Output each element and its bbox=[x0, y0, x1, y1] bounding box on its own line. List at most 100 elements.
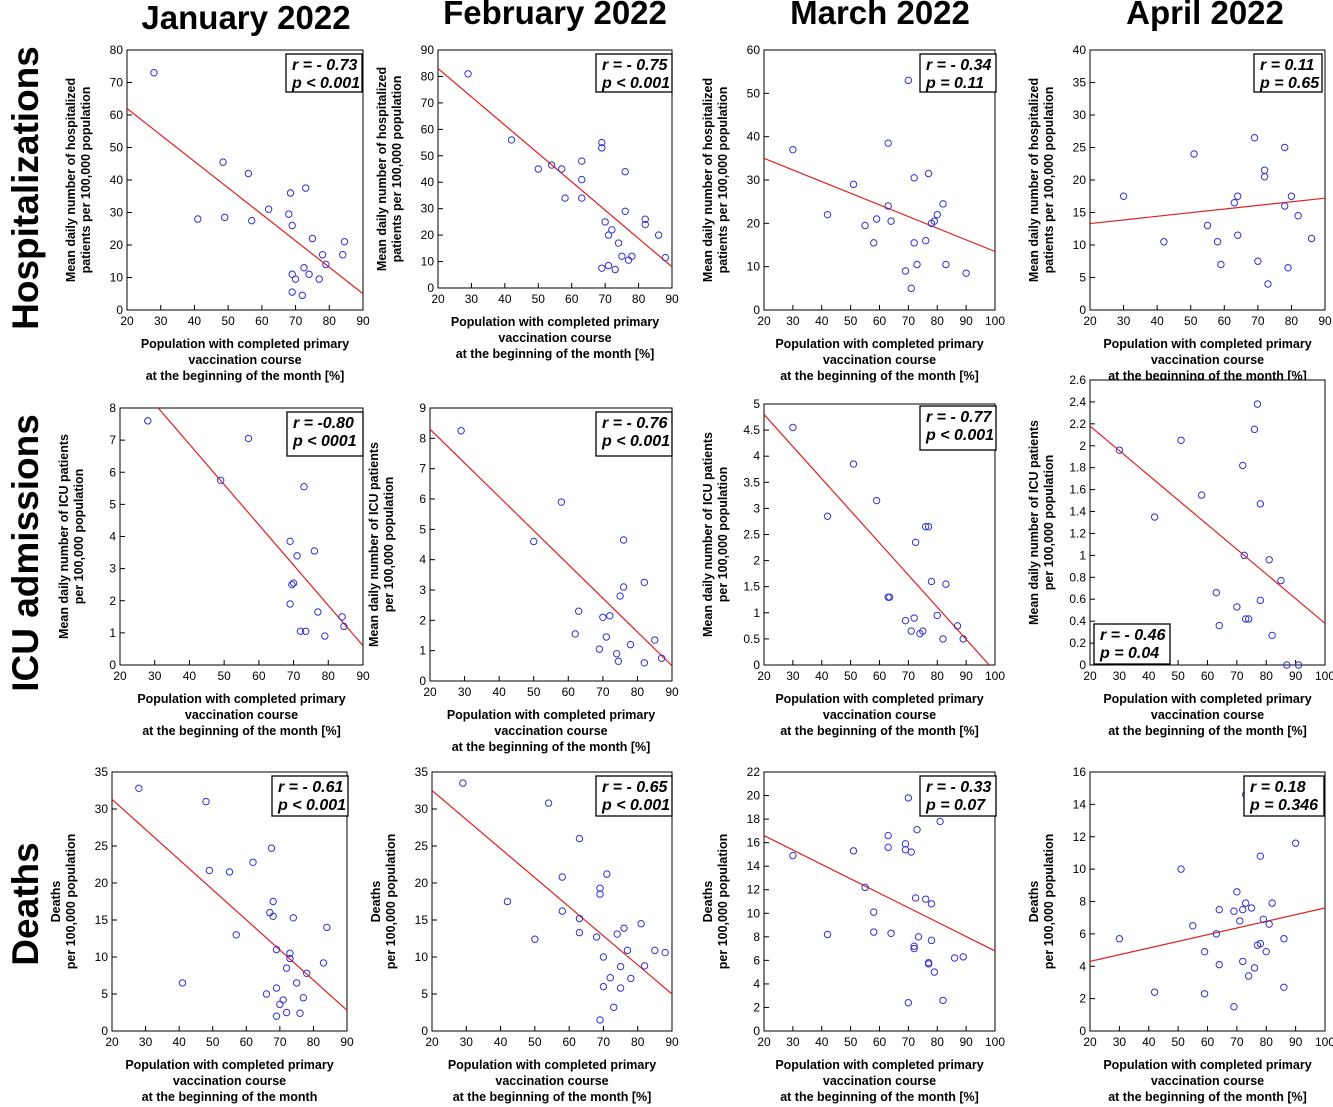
stats-box bbox=[1253, 53, 1323, 93]
data-point bbox=[907, 284, 915, 293]
data-point bbox=[1233, 888, 1241, 896]
data-point bbox=[272, 1012, 281, 1020]
data-point bbox=[641, 220, 649, 229]
y-tick-label: 1 bbox=[753, 606, 760, 620]
x-tick-label: 20 bbox=[757, 1035, 771, 1049]
y-tick-label: 20 bbox=[747, 789, 761, 803]
x-tick-label: 20 bbox=[1083, 314, 1097, 328]
data-point bbox=[904, 999, 913, 1007]
x-tick-label: 100 bbox=[985, 314, 1005, 328]
data-point bbox=[1239, 461, 1247, 470]
x-tick-label: 90 bbox=[959, 669, 973, 683]
data-point bbox=[314, 608, 322, 616]
x-axis-label: vaccination course bbox=[185, 708, 298, 722]
data-point bbox=[789, 145, 797, 154]
data-point bbox=[216, 476, 225, 484]
data-point bbox=[939, 635, 947, 643]
data-point bbox=[575, 928, 584, 937]
y-tick-label: 4.5 bbox=[743, 423, 760, 437]
x-tick-label: 80 bbox=[931, 1035, 945, 1049]
x-tick-label: 100 bbox=[985, 669, 1005, 683]
x-tick-label: 40 bbox=[1142, 669, 1156, 683]
y-tick-label: 50 bbox=[421, 149, 435, 163]
y-tick-label: 7 bbox=[109, 433, 116, 447]
data-point bbox=[459, 779, 467, 787]
x-tick-label: 80 bbox=[931, 669, 945, 683]
data-point bbox=[619, 536, 628, 544]
x-tick-label: 50 bbox=[532, 292, 546, 306]
y-tick-label: 2 bbox=[753, 554, 760, 568]
stat-p-value: p = 0.07 bbox=[925, 797, 986, 814]
data-point bbox=[884, 831, 892, 840]
y-axis-label: per 100,000 population bbox=[64, 834, 78, 969]
data-point bbox=[269, 912, 277, 920]
data-point bbox=[884, 139, 892, 147]
data-point bbox=[596, 1016, 604, 1024]
data-point bbox=[910, 239, 918, 247]
x-tick-label: 30 bbox=[1117, 314, 1131, 328]
x-tick-label: 50 bbox=[221, 314, 235, 328]
data-point bbox=[578, 157, 586, 165]
data-point bbox=[621, 167, 629, 176]
y-axis-label: Mean daily number of hospitalized bbox=[375, 67, 389, 271]
x-tick-label: 60 bbox=[873, 1035, 887, 1049]
y-tick-label: 10 bbox=[1073, 862, 1087, 876]
data-point bbox=[640, 962, 649, 970]
y-tick-label: 7 bbox=[419, 462, 426, 476]
data-point bbox=[1177, 865, 1185, 873]
data-point bbox=[1250, 425, 1259, 434]
x-tick-label: 30 bbox=[148, 669, 162, 683]
data-point bbox=[930, 968, 939, 976]
data-point bbox=[232, 931, 240, 939]
data-point bbox=[1241, 899, 1250, 907]
y-tick-label: 35 bbox=[1073, 76, 1087, 90]
data-point bbox=[1239, 905, 1247, 914]
data-point bbox=[959, 953, 967, 961]
scatter-panel-9: 20 30 40 50 60 70 80 90 0 5 10 15 20 25 30 35 Population… bbox=[369, 765, 679, 1104]
data-point bbox=[640, 659, 649, 667]
data-point bbox=[913, 825, 921, 834]
x-tick-label: 20 bbox=[425, 1035, 439, 1049]
data-point bbox=[1244, 615, 1253, 623]
data-point bbox=[557, 165, 566, 173]
y-tick-label: 35 bbox=[95, 765, 109, 779]
y-tick-label: 10 bbox=[747, 906, 761, 920]
column-title-april: April 2022 bbox=[1126, 0, 1284, 31]
data-point bbox=[1307, 234, 1316, 243]
x-tick-label: 90 bbox=[356, 314, 370, 328]
data-point bbox=[574, 607, 583, 615]
scatter-panel-6: 20 30 40 50 60 70 80 90 100 0 0.5 1 1.5 2 2.5 3 3.5 4 4.5 5… bbox=[701, 397, 1005, 738]
x-axis-label: vaccination course bbox=[173, 1074, 286, 1088]
stat-p-value: p < 0001 bbox=[292, 433, 357, 450]
x-tick-label: 40 bbox=[172, 1035, 186, 1049]
data-point bbox=[310, 547, 319, 555]
x-tick-label: 40 bbox=[815, 669, 829, 683]
data-point bbox=[150, 69, 158, 77]
x-tick-label: 70 bbox=[902, 669, 916, 683]
data-point bbox=[575, 834, 584, 843]
data-point bbox=[608, 226, 616, 234]
stat-r-value: r = 0.11 bbox=[1260, 57, 1315, 74]
y-tick-label: 40 bbox=[421, 175, 435, 189]
data-point bbox=[323, 923, 331, 932]
y-tick-label: 10 bbox=[95, 950, 109, 964]
regression-line bbox=[764, 835, 995, 952]
stats-box bbox=[595, 775, 673, 817]
stats-box bbox=[1093, 623, 1171, 665]
data-point bbox=[544, 799, 553, 807]
y-tick-label: 1 bbox=[419, 644, 426, 658]
x-tick-label: 100 bbox=[1315, 1035, 1333, 1049]
data-point bbox=[1253, 400, 1262, 408]
data-point bbox=[924, 522, 933, 531]
x-axis-label: vaccination course bbox=[494, 724, 607, 738]
data-point bbox=[936, 817, 944, 826]
data-point bbox=[1215, 621, 1223, 630]
data-point bbox=[601, 218, 609, 226]
x-tick-label: 20 bbox=[757, 669, 771, 683]
stat-p-value: p = 0.11 bbox=[925, 75, 984, 92]
data-point bbox=[598, 138, 606, 147]
data-point bbox=[592, 933, 601, 941]
x-tick-label: 20 bbox=[120, 314, 134, 328]
x-tick-label: 80 bbox=[631, 685, 645, 699]
